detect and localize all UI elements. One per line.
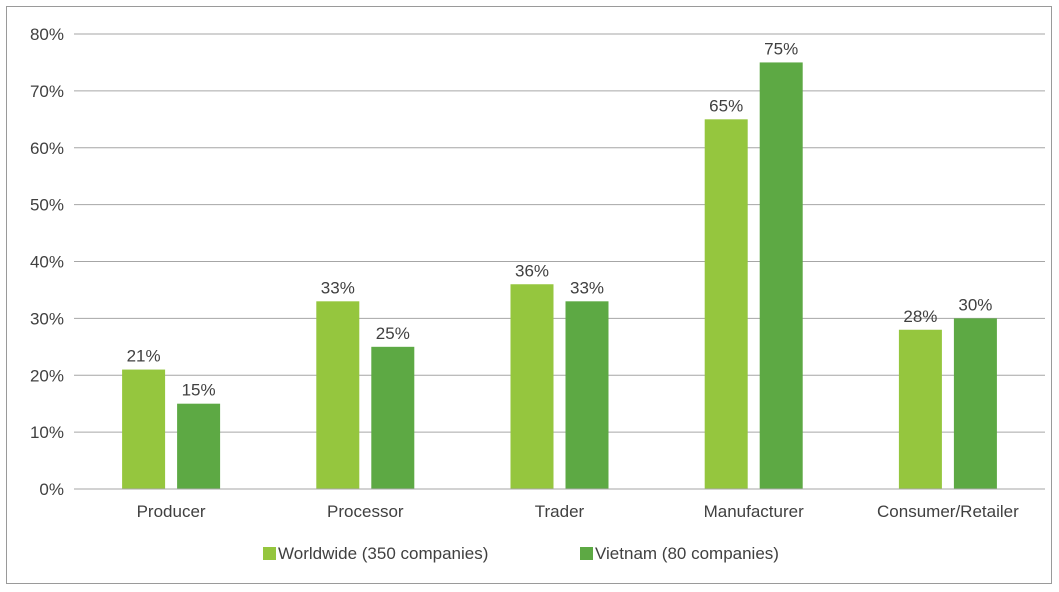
x-tick-label: Processor [327,502,404,521]
data-label: 21% [127,347,161,366]
bar [759,62,803,489]
data-label: 36% [515,261,549,280]
y-tick-label: 30% [30,309,64,328]
x-tick-label: Consumer/Retailer [877,502,1019,521]
y-tick-label: 20% [30,366,64,385]
legend-swatch [580,547,593,560]
x-tick-label: Manufacturer [704,502,804,521]
data-label: 30% [958,295,992,314]
bar [316,301,360,489]
bar [898,329,942,489]
data-label: 25% [376,324,410,343]
bar-chart: 0% 10% 20% 30% 40% 50% 60% 70% 80% 21% 15% Producer… [30,25,1045,563]
x-tick-label: Producer [137,502,206,521]
bar [122,369,166,489]
y-tick-label: 50% [30,196,64,215]
y-tick-label: 80% [30,25,64,44]
y-tick-label: 60% [30,139,64,158]
x-tick-label: Trader [535,502,585,521]
chart-frame: 0% 10% 20% 30% 40% 50% 60% 70% 80% 21% 15% Producer… [6,6,1052,584]
y-tick-label: 10% [30,423,64,442]
bar [510,284,554,489]
data-label: 33% [321,278,355,297]
legend-swatch [263,547,276,560]
y-tick-label: 40% [30,253,64,272]
legend-label: Vietnam (80 companies) [595,544,779,563]
bar [565,301,609,489]
data-label: 75% [764,39,798,58]
bar [177,403,221,489]
data-label: 15% [182,381,216,400]
y-tick-label: 70% [30,82,64,101]
bar [704,119,748,489]
data-label: 33% [570,278,604,297]
bar [371,346,415,489]
y-tick-label: 0% [39,480,64,499]
legend-label: Worldwide (350 companies) [278,544,488,563]
bar [953,318,997,489]
data-label: 65% [709,96,743,115]
data-label: 28% [903,307,937,326]
